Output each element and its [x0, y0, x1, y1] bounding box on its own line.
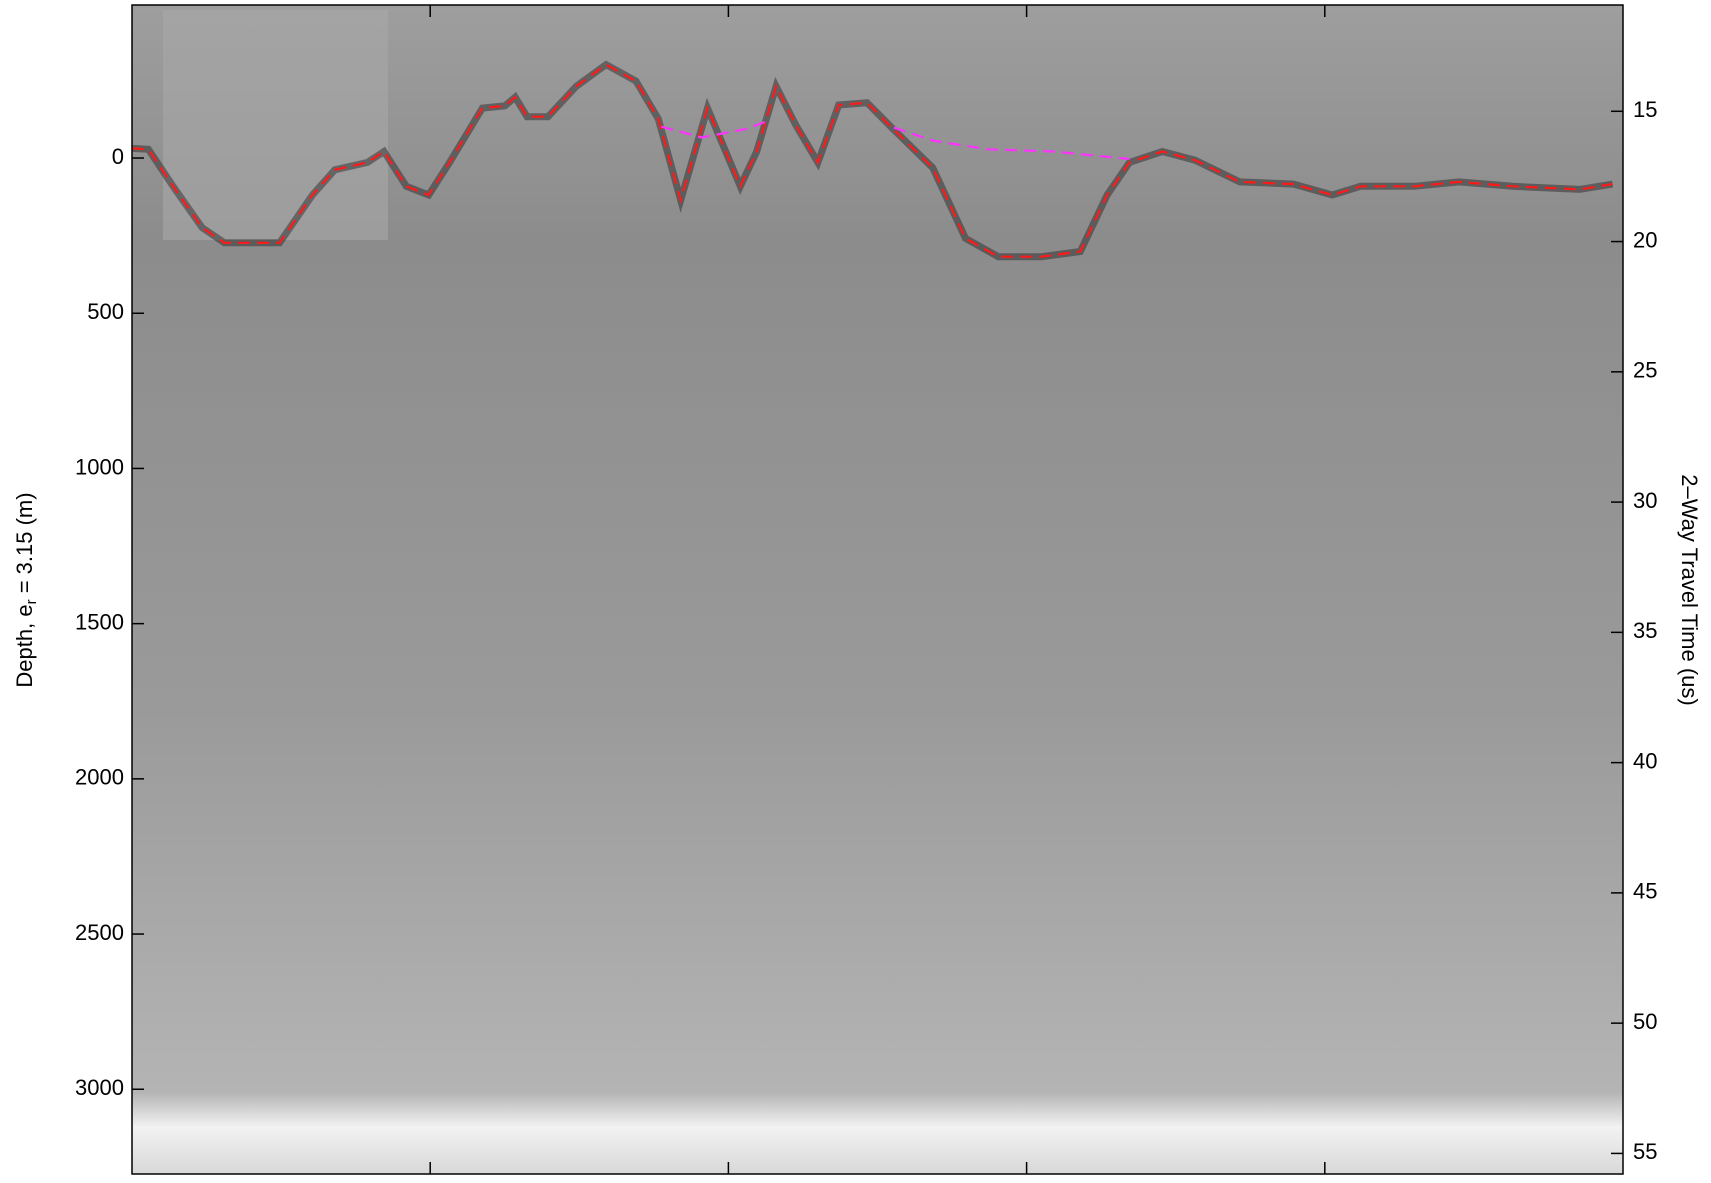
y-label-rest: = 3.15 (m) — [12, 492, 37, 599]
plot-layer — [131, 60, 1614, 261]
y2-tick-label: 45 — [1633, 879, 1657, 904]
y2-tick-label: 50 — [1633, 1009, 1657, 1034]
y-tick-label: 1000 — [75, 454, 124, 479]
plot-frame — [131, 4, 1624, 1175]
y-tick-label: 1500 — [75, 609, 124, 634]
y-tick-label: 2000 — [75, 765, 124, 790]
pick-line — [661, 120, 1130, 161]
y2-tick-label: 15 — [1633, 97, 1657, 122]
y-tick-label: 0 — [112, 144, 124, 169]
y2-tick-label: 35 — [1633, 618, 1657, 643]
y-tick-label: 3000 — [75, 1075, 124, 1100]
y2-tick-label: 20 — [1633, 227, 1657, 252]
y-label-sub: r — [23, 599, 40, 604]
y-axis-label: Depth, er = 3.15 (m) — [12, 492, 40, 687]
y-tick-label: 500 — [87, 299, 124, 324]
y2-tick-label: 25 — [1633, 358, 1657, 383]
y-tick-label: 2500 — [75, 920, 124, 945]
y2-axis-label: 2–Way Travel Time (us) — [1677, 474, 1702, 705]
radargram-patch — [163, 10, 388, 240]
y2-tick-label: 40 — [1633, 748, 1657, 773]
y2-tick-label: 55 — [1633, 1139, 1657, 1164]
pick-line — [131, 63, 1613, 258]
y-label-main: Depth, e — [12, 604, 37, 687]
y2-tick-label: 30 — [1633, 488, 1657, 513]
